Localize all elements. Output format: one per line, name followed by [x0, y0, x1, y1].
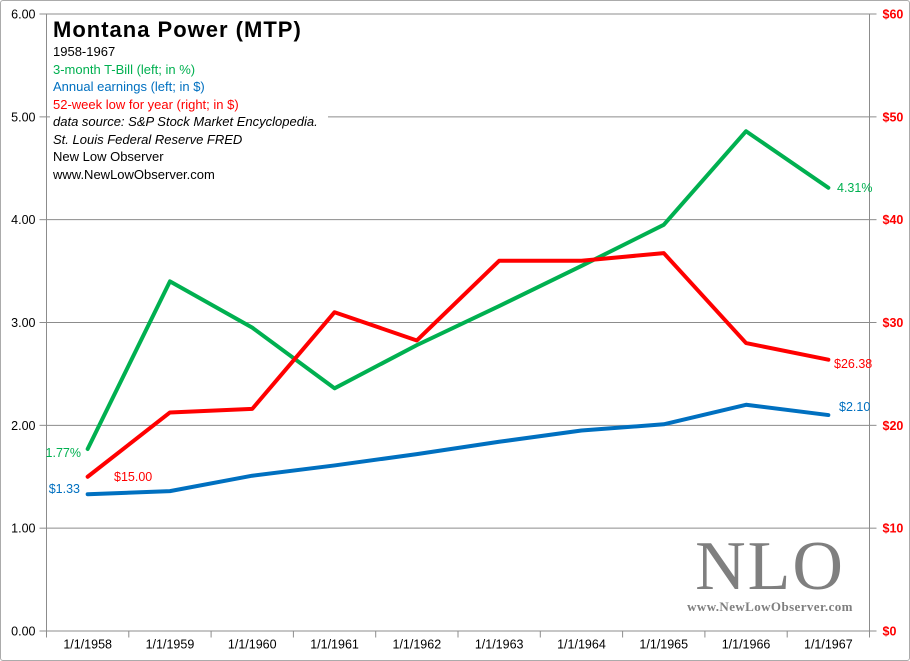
left-axis-label: 0.00: [11, 625, 35, 639]
left-axis-label: 5.00: [11, 110, 35, 124]
data-source-line-1: data source: S&P Stock Market Encycloped…: [53, 114, 318, 129]
data-label: $1.33: [49, 482, 80, 496]
left-axis-label: 4.00: [11, 213, 35, 227]
left-axis-label: 2.00: [11, 419, 35, 433]
series-annual-earnings: [85, 402, 831, 497]
legend-tbill: 3-month T-Bill (left; in %): [53, 61, 196, 77]
data-label: $15.00: [114, 470, 152, 484]
legend-earnings: Annual earnings (left; in $): [53, 79, 205, 94]
attribution: New Low Observer: [53, 149, 164, 164]
x-axis-label: 1/1/1959: [146, 638, 195, 652]
data-label: $2.10: [839, 400, 870, 414]
right-axis-label: $60: [883, 8, 904, 22]
chart-subtitle: 1958-1967: [53, 44, 116, 59]
right-axis-label: $10: [883, 522, 904, 536]
left-axis-label: 3.00: [11, 316, 35, 330]
left-axis-label: 1.00: [11, 522, 35, 536]
x-axis-label: 1/1/1964: [557, 638, 606, 652]
x-axis-label: 1/1/1963: [475, 638, 524, 652]
attribution-url: www.NewLowObserver.com: [53, 166, 215, 182]
nlo-watermark: NLO www.NewLowObserver.com: [682, 528, 858, 615]
x-axis-label: 1/1/1967: [804, 638, 853, 652]
data-label: 1.77%: [46, 446, 81, 460]
chart-title: Montana Power (MTP): [53, 17, 302, 42]
nlo-logo-url: www.NewLowObserver.com: [687, 599, 853, 615]
legend-52wk-low: 52-week low for year (right; in $): [53, 96, 239, 112]
x-axis-label: 1/1/1961: [310, 638, 359, 652]
right-axis-label: $20: [883, 419, 904, 433]
title-block: Montana Power (MTP) 1958-1967 3-month T-…: [50, 15, 328, 187]
right-axis-label: $30: [883, 316, 904, 330]
x-axis-label: 1/1/1958: [63, 638, 112, 652]
series-52-week-low-for-year: [85, 251, 831, 479]
x-axis-label: 1/1/1960: [228, 638, 277, 652]
data-label: 4.31%: [837, 181, 872, 195]
right-axis-label: $50: [883, 110, 904, 124]
series-3-month-t-bill: [85, 129, 831, 451]
x-axis-label: 1/1/1965: [639, 638, 688, 652]
right-axis-label: $0: [883, 625, 897, 639]
x-axis-label: 1/1/1966: [722, 638, 771, 652]
left-axis-label: 6.00: [11, 8, 35, 22]
x-axis-label: 1/1/1962: [393, 638, 442, 652]
data-label: $26.38: [834, 357, 872, 371]
nlo-logo-text: NLO: [695, 528, 845, 605]
data-source-line-2: St. Louis Federal Reserve FRED: [53, 131, 243, 147]
right-axis-label: $40: [883, 213, 904, 227]
